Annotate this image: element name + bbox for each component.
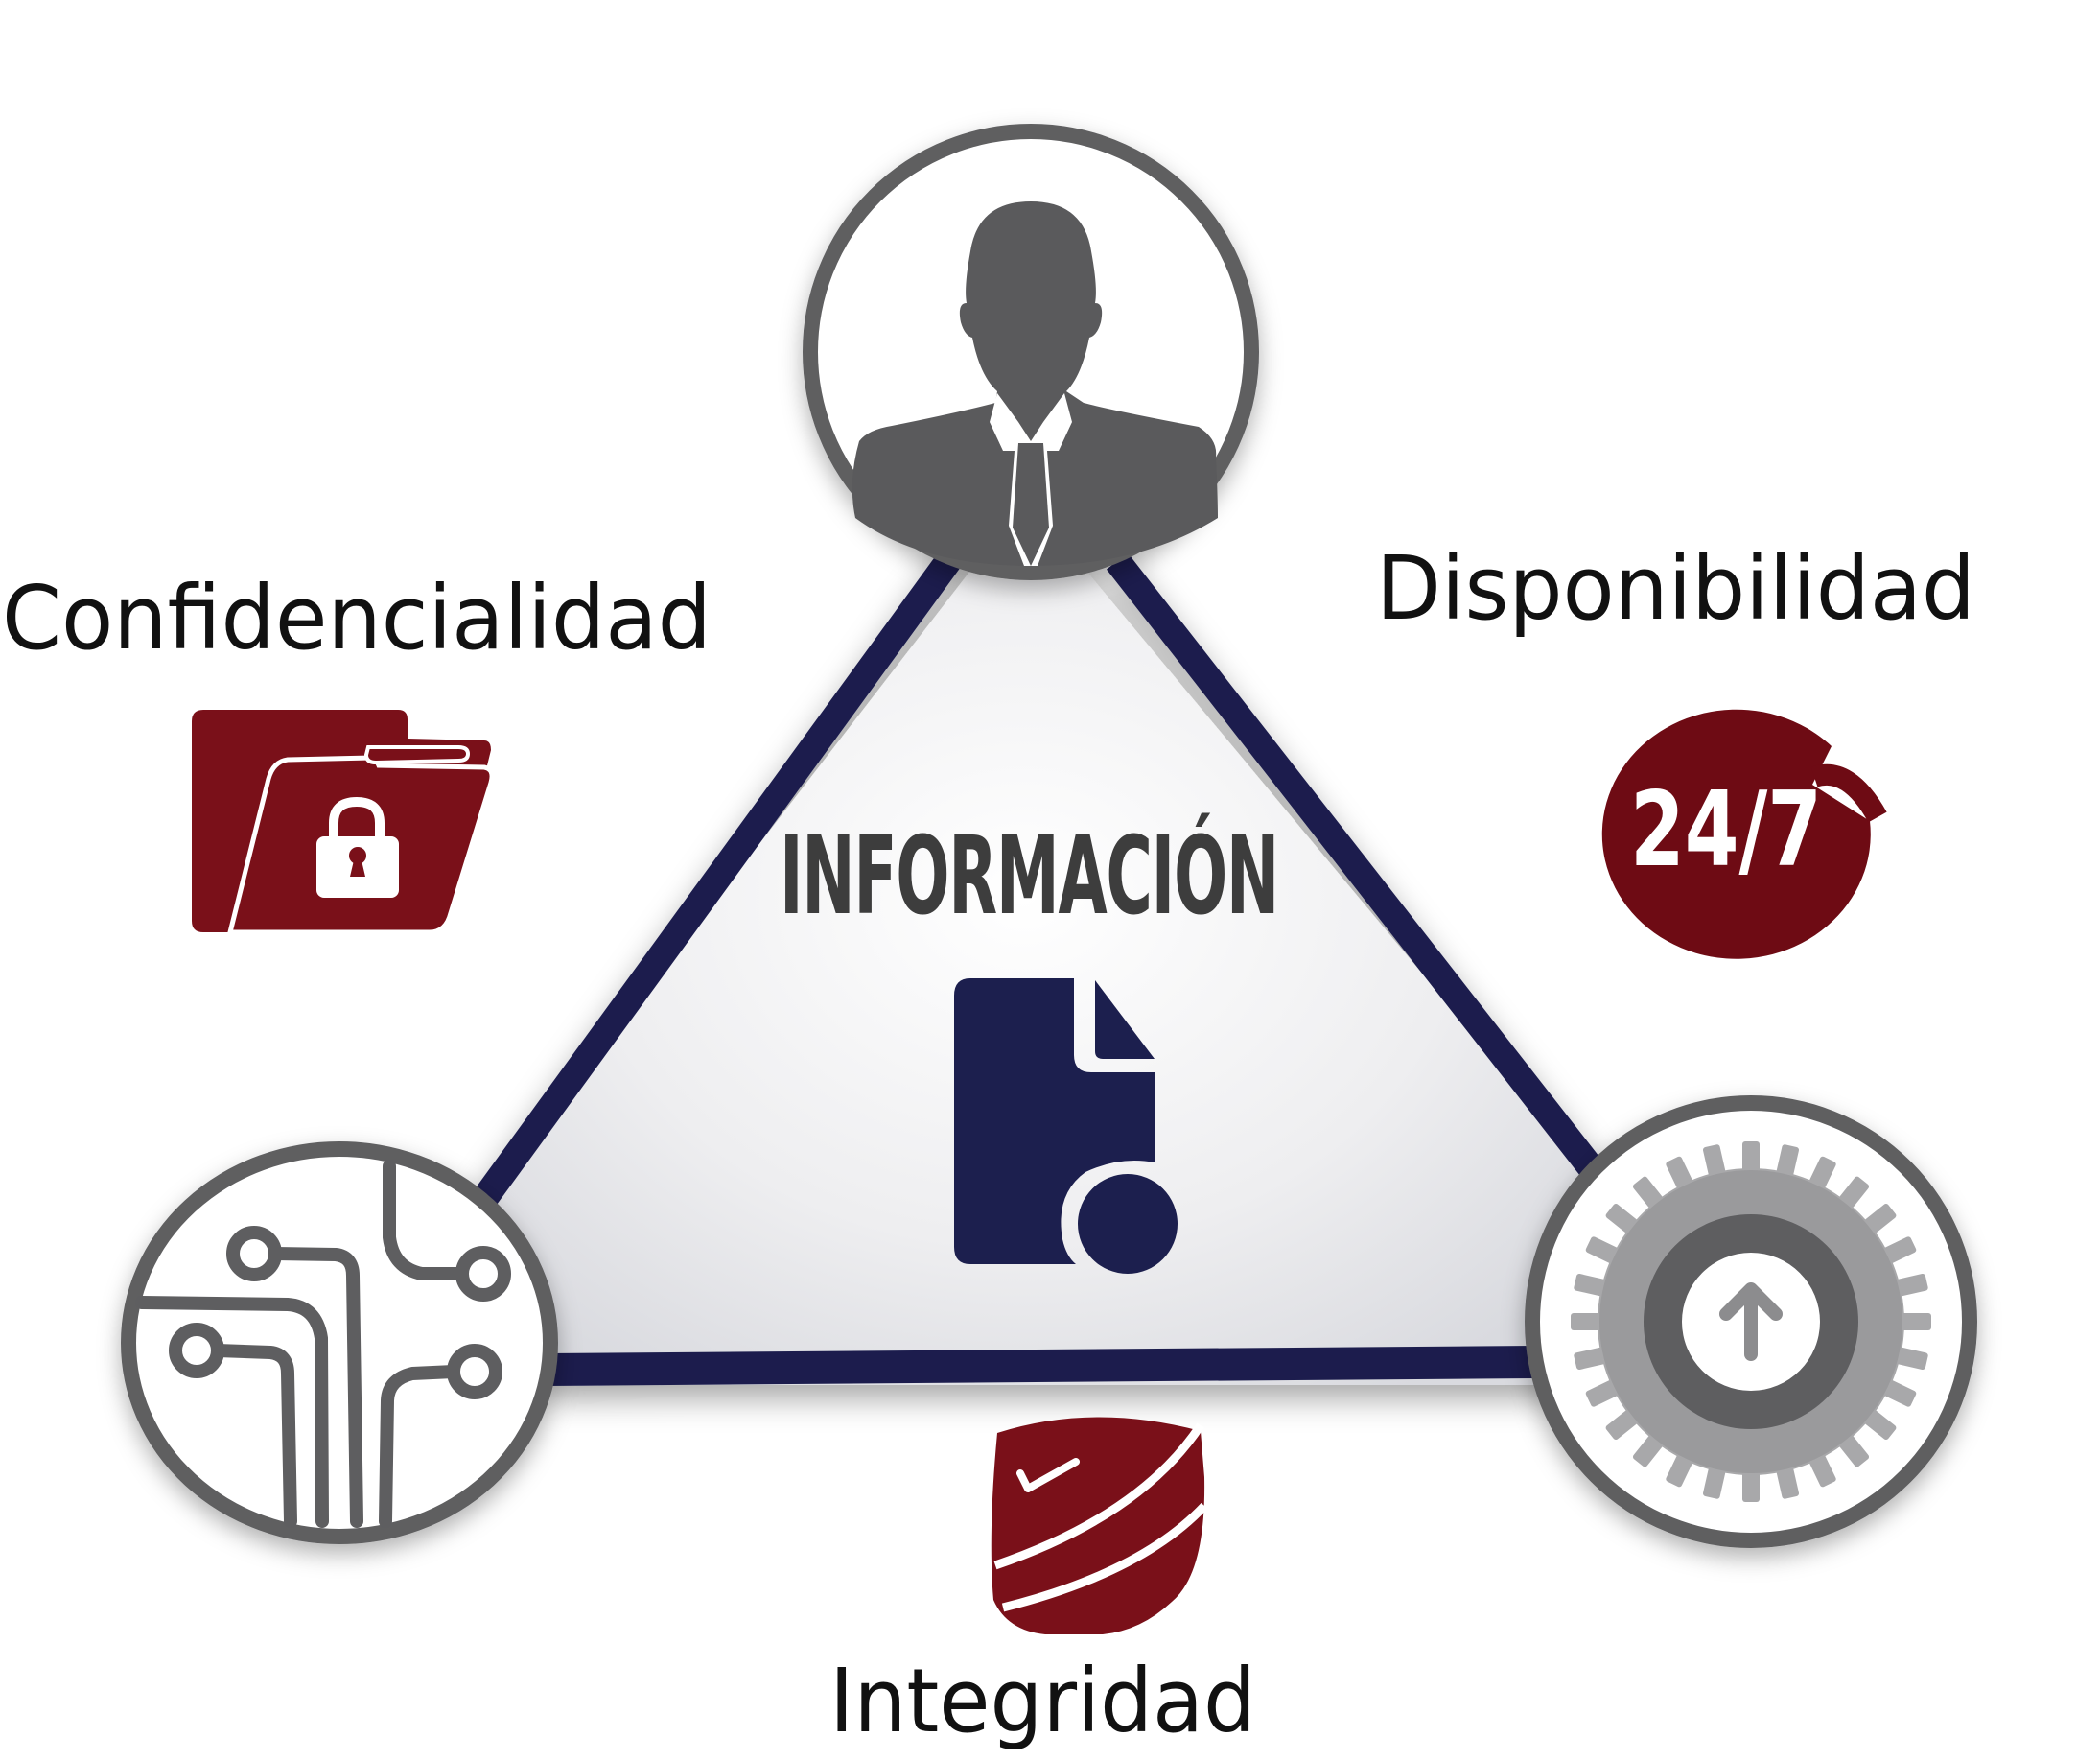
triangle: [465, 499, 1608, 1386]
badge-text: 24/7: [1630, 770, 1822, 890]
person-silhouette-icon: [852, 201, 1218, 566]
24-7-icon: 24/7: [1601, 709, 1887, 959]
label-confidencialidad: Confidencialidad: [2, 567, 712, 669]
label-disponibilidad: Disponibilidad: [1376, 537, 1975, 640]
locked-folder-icon: [192, 710, 495, 935]
circuit-circle: [121, 1141, 558, 1544]
document-icon: [954, 978, 1178, 1274]
circuit-icon: [135, 1160, 511, 1528]
shield-check-icon: [991, 1417, 1208, 1634]
center-title: INFORMACIÓN: [780, 813, 1278, 939]
gear-upload-icon: [1571, 1141, 1931, 1502]
label-integridad: Integridad: [829, 1650, 1256, 1752]
